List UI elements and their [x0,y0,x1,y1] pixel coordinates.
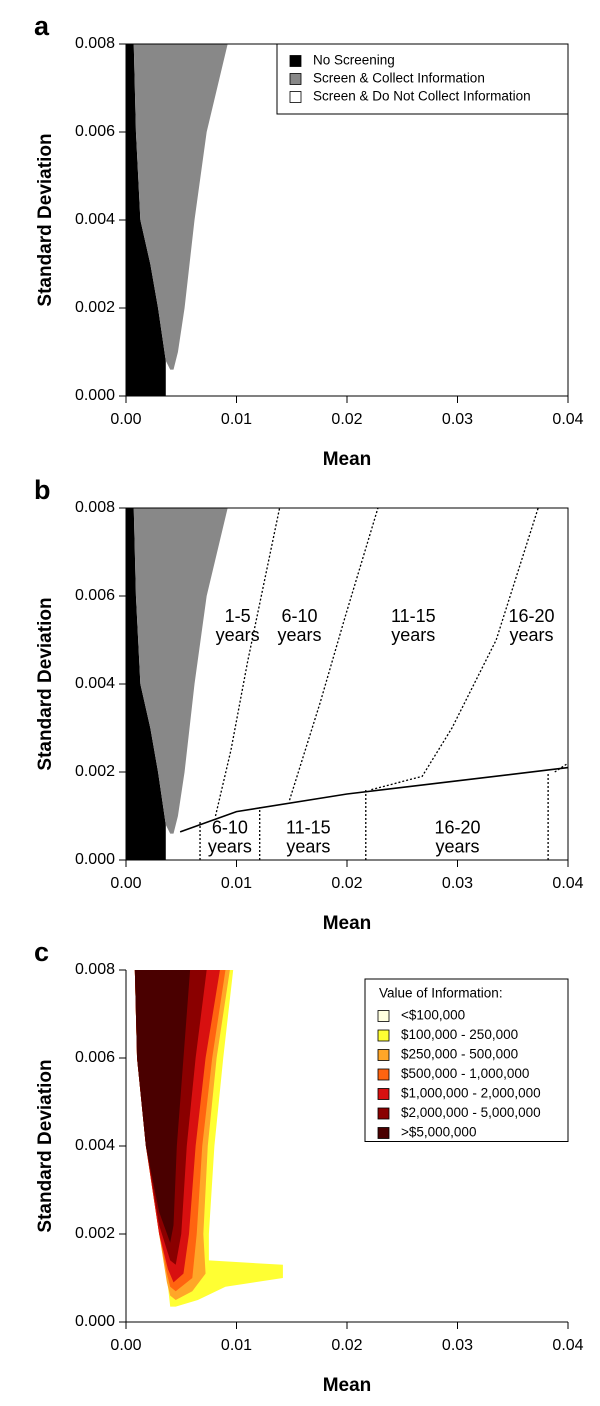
y-tick-label: 0.002 [75,299,115,316]
annotation: years [286,836,330,856]
legend-swatch [377,1107,390,1120]
legend-swatch [289,55,302,67]
panel-label: b [34,475,51,505]
y-tick-label: 0.004 [75,211,115,228]
annotation: years [208,836,252,856]
annotation: 16-20 [434,817,480,837]
annotation: years [216,625,260,645]
y-tick-label: 0.004 [75,675,115,692]
x-axis-label: Mean [323,449,372,470]
panel-label: a [34,11,50,41]
boundary-line [214,507,281,817]
legend-label: Screen & Do Not Collect Information [313,89,531,104]
y-axis-label: Standard Deviation [35,133,56,306]
legend-label: $100,000 - 250,000 [401,1027,518,1042]
annotation: years [435,836,479,856]
x-tick-label: 0.04 [552,411,583,428]
annotation: 11-15 [286,817,331,837]
annotation: years [277,625,321,645]
legend-swatch [289,73,302,85]
annotation: 6-10 [281,606,317,626]
panel-label: c [34,937,49,967]
legend-label: No Screening [313,53,395,68]
annotation: years [510,625,554,645]
legend-swatch [377,1049,390,1061]
x-tick-label: 0.04 [552,1337,583,1354]
legend-box [364,978,569,1142]
x-tick-label: 0.03 [442,411,473,428]
y-tick-label: 0.008 [75,961,115,978]
legend-swatch [377,1088,390,1100]
legend-label: <$100,000 [401,1008,465,1023]
x-tick-label: 0.04 [552,875,583,892]
y-axis-label: Standard Deviation [35,597,56,770]
legend-swatch [377,1127,390,1139]
x-tick-label: 0.00 [110,1337,141,1354]
legend-swatch [377,1068,390,1081]
annotation: 11-15 [391,606,436,626]
legend-label: $500,000 - 1,000,000 [401,1066,529,1081]
y-axis-label: Standard Deviation [35,1059,56,1232]
y-tick-label: 0.002 [75,763,115,780]
x-tick-label: 0.03 [442,1337,473,1354]
x-tick-label: 0.00 [110,411,141,428]
x-tick-label: 0.02 [331,411,362,428]
x-axis-label: Mean [323,913,372,934]
legend-swatch [289,91,302,103]
legend-label: $250,000 - 500,000 [401,1047,518,1062]
legend-swatch [377,1010,390,1022]
x-tick-label: 0.01 [221,411,252,428]
annotation: years [391,625,435,645]
panel: 1-5years6-10years11-15years16-20years6-1… [34,475,584,934]
panel: 0.00 0.01 0.02 0.03 0.04 0.000 0.002 0.004 0.006… [34,937,584,1396]
x-tick-label: 0.03 [442,875,473,892]
annotation: 1-5 [225,606,251,626]
y-tick-label: 0.002 [75,1225,115,1242]
x-axis-label: Mean [323,1375,372,1396]
y-tick-label: 0.006 [75,1049,115,1066]
legend-label: >$5,000,000 [401,1125,476,1140]
panel: 0.00 0.01 0.02 0.03 0.04 0.000 0.002 0.004 0.006… [34,11,584,470]
y-tick-label: 0.000 [75,387,115,404]
boundary-line [371,507,539,791]
y-tick-label: 0.000 [75,1313,115,1330]
y-tick-label: 0.008 [75,499,115,516]
x-tick-label: 0.00 [110,875,141,892]
y-tick-label: 0.004 [75,1137,115,1154]
y-tick-label: 0.000 [75,851,115,868]
annotation: 6-10 [212,817,248,837]
boundary-line [179,766,569,833]
legend-swatch [377,1029,390,1042]
legend-title: Value of Information: [379,986,503,1001]
x-tick-label: 0.02 [331,1337,362,1354]
x-tick-label: 0.01 [221,875,252,892]
boundary-line [288,507,379,801]
legend-label: $2,000,000 - 5,000,000 [401,1105,541,1120]
legend-label: Screen & Collect Information [313,71,485,86]
annotation: 16-20 [509,606,555,626]
x-tick-label: 0.02 [331,875,362,892]
region [133,44,228,370]
region [133,508,228,834]
boundary-line [554,762,569,773]
y-tick-label: 0.006 [75,587,115,604]
region [134,970,191,1243]
legend-box [276,43,569,115]
legend-label: $1,000,000 - 2,000,000 [401,1086,541,1101]
y-tick-label: 0.008 [75,35,115,52]
x-tick-label: 0.01 [221,1337,252,1354]
y-tick-label: 0.006 [75,123,115,140]
